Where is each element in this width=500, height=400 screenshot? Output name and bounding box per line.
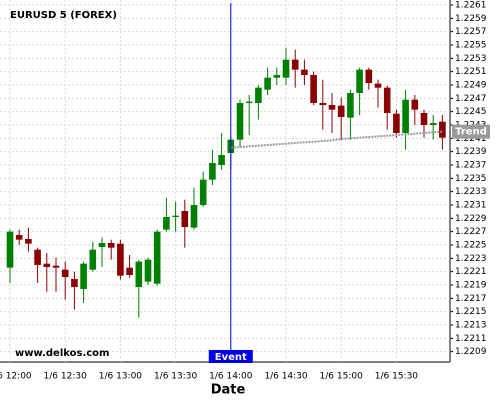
candle-body [301, 69, 308, 75]
y-tick-label: 1.2247 [455, 94, 487, 104]
y-tick-label: 1.2229 [455, 214, 487, 224]
chart-title: EURUSD 5 (FOREX) [10, 10, 117, 21]
y-tick-label: 1.2223 [455, 254, 487, 264]
candle-body [25, 239, 32, 244]
x-tick-label: 1/6 13:30 [154, 372, 198, 382]
y-tick-label: 1.2213 [455, 321, 487, 331]
y-tick-label: 1.2245 [455, 107, 487, 117]
candle-body [34, 249, 41, 265]
x-tick-label: 1/6 13:00 [99, 372, 143, 382]
candle-body [71, 279, 78, 287]
y-tick-label: 1.2255 [455, 41, 487, 51]
candle-body [80, 263, 87, 289]
trend-label-box [452, 124, 490, 139]
candle-body [218, 155, 225, 165]
trend-label: Trend [455, 127, 487, 138]
y-tick-label: 1.2209 [455, 347, 487, 357]
candle-body [126, 267, 133, 275]
y-tick-label: 1.2211 [455, 334, 487, 344]
candle-body [273, 75, 281, 78]
y-tick-label: 1.2261 [455, 1, 487, 11]
candle-body [264, 77, 271, 90]
x-tick-label: 1/6 15:30 [375, 372, 419, 382]
y-tick-label: 1.2235 [455, 174, 487, 184]
candle-body [6, 231, 14, 268]
candle-body [144, 259, 152, 282]
candle-body [282, 59, 290, 78]
candle-body [439, 121, 446, 138]
candle-body [347, 93, 354, 118]
candle-body [89, 249, 97, 270]
candle-body [245, 101, 253, 103]
event-label-box [208, 350, 253, 363]
candle-body [135, 261, 143, 287]
y-tick-label: 1.2259 [455, 14, 487, 24]
candle-body [365, 69, 373, 83]
x-tick-label: 1/6 15:00 [320, 372, 364, 382]
candle-body [163, 217, 170, 230]
candle-body [319, 103, 327, 105]
event-label: Event [215, 352, 247, 363]
y-tick-label: 1.2237 [455, 161, 487, 171]
y-tick-label: 1.2253 [455, 54, 487, 64]
x-tick-label: 1/6 14:30 [264, 372, 308, 382]
y-tick-label: 1.2215 [455, 307, 487, 317]
candle-body [337, 105, 345, 117]
candle-body [199, 179, 207, 205]
y-tick-label: 1.2249 [455, 81, 487, 91]
y-tick-label: 1.2241 [455, 134, 487, 144]
candle-body [52, 265, 60, 268]
candle-body [255, 87, 262, 103]
candle-body [291, 59, 299, 70]
candle-body [420, 113, 428, 125]
candle-body [107, 243, 115, 248]
y-tick-label: 1.2257 [455, 27, 487, 37]
y-tick-label: 1.2233 [455, 187, 487, 197]
x-tick-label: 1/6 12:00 [0, 372, 32, 382]
y-tick-label: 1.2219 [455, 281, 487, 291]
candle-body [61, 269, 69, 277]
candle-body [429, 123, 437, 125]
y-tick-label: 1.2217 [455, 294, 487, 304]
candle-body [310, 75, 317, 103]
x-axis-label: Date [211, 383, 246, 398]
trend-line [230, 130, 443, 149]
candle-body [356, 69, 363, 93]
candle-body [411, 99, 419, 110]
candle-body [117, 243, 124, 276]
candle-body [98, 243, 106, 247]
candle-body [181, 211, 189, 227]
candle-body [383, 87, 391, 113]
candle-body [209, 163, 216, 180]
watermark: www.delkos.com [15, 348, 109, 359]
x-tick-label: 1/6 12:30 [44, 372, 88, 382]
candle-body [328, 105, 336, 110]
y-tick-label: 1.2227 [455, 227, 487, 237]
candle-body [374, 83, 382, 88]
candle-body [402, 99, 409, 133]
x-tick-label: 1/6 14:00 [209, 372, 253, 382]
candle-body [393, 113, 400, 133]
y-tick-label: 1.2231 [455, 201, 487, 211]
y-tick-label: 1.2221 [455, 267, 487, 277]
y-tick-label: 1.2225 [455, 241, 487, 251]
candle-body [172, 215, 179, 217]
candle-body [43, 263, 51, 267]
candle-body [190, 205, 198, 228]
y-tick-label: 1.2239 [455, 147, 487, 157]
candle-body [15, 235, 23, 240]
candle-body [153, 231, 161, 284]
candle-body [236, 103, 244, 140]
y-tick-label: 1.2251 [455, 67, 487, 77]
